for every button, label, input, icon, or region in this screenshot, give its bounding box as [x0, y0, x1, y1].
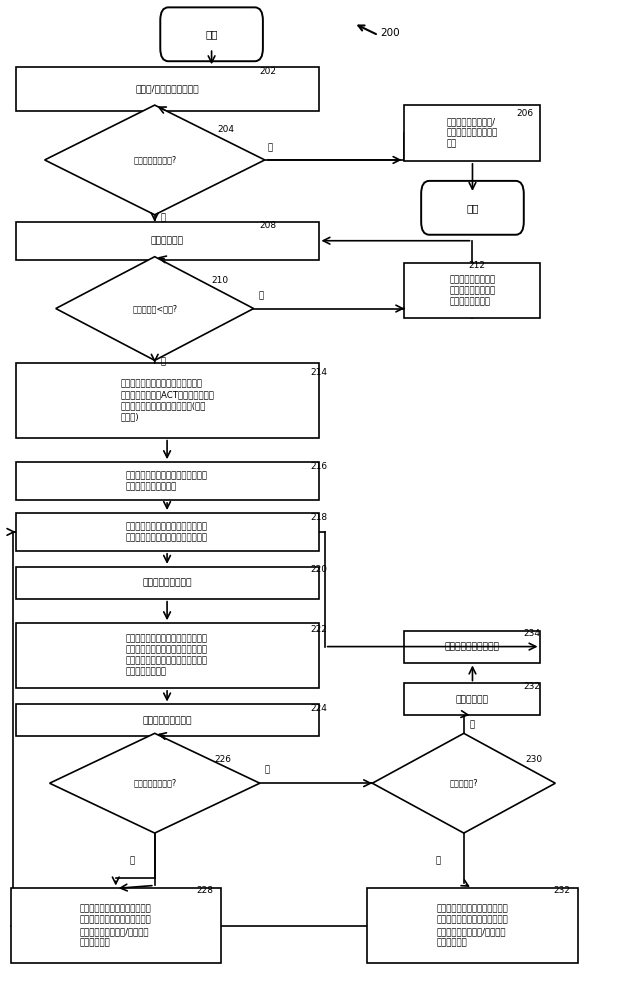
FancyBboxPatch shape [421, 181, 524, 235]
Text: 是: 是 [161, 357, 166, 366]
Text: 220: 220 [310, 565, 327, 574]
Text: 否: 否 [258, 291, 264, 300]
Bar [16, 363, 319, 438]
Text: 火花塞清洁?: 火花塞清洁? [450, 779, 478, 788]
Bar [16, 513, 319, 551]
Text: 226: 226 [215, 755, 232, 764]
Bar [16, 67, 319, 111]
Text: 234: 234 [524, 629, 541, 638]
Text: 接收离子传感器输出: 接收离子传感器输出 [142, 716, 192, 725]
Text: 否: 否 [436, 856, 441, 865]
Text: 火花塞结污被改善?: 火花塞结污被改善? [133, 779, 176, 788]
Text: 是: 是 [470, 720, 475, 729]
Bar [16, 704, 319, 736]
Text: 206: 206 [517, 109, 533, 118]
Text: 估计火花塞尖端温度: 估计火花塞尖端温度 [142, 578, 192, 587]
Polygon shape [50, 733, 260, 833]
Text: 232: 232 [524, 682, 541, 691]
Text: 是: 是 [265, 766, 270, 775]
Bar [404, 683, 540, 715]
Text: 否: 否 [130, 856, 135, 865]
Text: 否: 否 [268, 143, 273, 152]
Text: 232: 232 [553, 886, 571, 895]
Text: 222: 222 [310, 625, 327, 634]
Polygon shape [56, 257, 253, 360]
Text: 228: 228 [197, 886, 214, 895]
Text: 火花塞结污的指示?: 火花塞结污的指示? [133, 155, 176, 164]
Text: 224: 224 [310, 704, 327, 713]
Text: 估计和/或测量发动机工况: 估计和/或测量发动机工况 [135, 85, 199, 94]
Polygon shape [373, 733, 555, 833]
Bar [404, 105, 540, 161]
Text: 210: 210 [212, 276, 229, 285]
Text: 供应标称火花正时和/
基于发动机工况的火花
正时: 供应标称火花正时和/ 基于发动机工况的火花 正时 [447, 117, 498, 149]
Text: 向发动机供应第二提前的火花正
时用于第三数量的燃烧事件。减
小火花提前的程度和/或燃烧事
件的第三数量: 向发动机供应第二提前的火花正 时用于第三数量的燃烧事件。减 小火花提前的程度和/… [437, 905, 509, 947]
Text: 200: 200 [380, 28, 400, 38]
Text: 延迟周期性火花提前
的使用直至发动机负
荷在期望的范围内: 延迟周期性火花提前 的使用直至发动机负 荷在期望的范围内 [450, 275, 496, 306]
Text: 结束: 结束 [466, 203, 479, 213]
Text: 218: 218 [310, 513, 328, 522]
Bar [16, 567, 319, 599]
Text: 214: 214 [310, 368, 327, 377]
Text: 是: 是 [161, 214, 166, 223]
Polygon shape [45, 105, 265, 215]
Text: 基于工况（例如，基于离子传感器输
出、发动机温度、ACT等）确定用于第
一提前火花正时的火花提前的量(和持
续时间): 基于工况（例如，基于离子传感器输 出、发动机温度、ACT等）确定用于第 一提前火… [120, 379, 214, 421]
Text: 发动机负荷<阀值?: 发动机负荷<阀值? [132, 304, 177, 313]
Bar [404, 631, 540, 663]
Text: 向发动机供应第二提前的火花正
时用于第三数量的燃烧事件。增
加火花提前的程度和/或燃烧事
件的第三数量: 向发动机供应第二提前的火花正 时用于第三数量的燃烧事件。增 加火花提前的程度和/… [80, 905, 152, 947]
Text: 208: 208 [260, 221, 277, 230]
Text: 向发动机供应第一提前的火花正时用
于第一数量的燃烧事件: 向发动机供应第一提前的火花正时用 于第一数量的燃烧事件 [126, 471, 208, 491]
Text: 向发动机供应标称火花正时用于第二
数量的燃烧事件，第二数量基于包括
火花塞尖端温度的发动机工况。启用
预点火和爆震检测: 向发动机供应标称火花正时用于第二 数量的燃烧事件，第二数量基于包括 火花塞尖端温… [126, 634, 208, 677]
Bar [11, 888, 221, 963]
Text: 216: 216 [310, 462, 328, 471]
Text: 202: 202 [260, 67, 277, 76]
FancyBboxPatch shape [160, 7, 263, 61]
Text: 当供应提前的火花正时时，暂时禁用
受影响的汽缸上的爆震和预点火检测: 当供应提前的火花正时时，暂时禁用 受影响的汽缸上的爆震和预点火检测 [126, 522, 208, 542]
Text: 设定诊断代码: 设定诊断代码 [150, 236, 184, 245]
Bar [16, 462, 319, 500]
Text: 清除诊断代码: 清除诊断代码 [456, 695, 489, 704]
Text: 230: 230 [525, 755, 543, 764]
Bar [16, 623, 319, 688]
Bar [404, 263, 540, 318]
Text: 212: 212 [468, 261, 485, 270]
Text: 启用爆震和预点火检测: 启用爆震和预点火检测 [445, 642, 500, 651]
Text: 204: 204 [218, 125, 235, 134]
Bar [16, 222, 319, 260]
Text: 开始: 开始 [206, 29, 218, 39]
Bar [368, 888, 578, 963]
